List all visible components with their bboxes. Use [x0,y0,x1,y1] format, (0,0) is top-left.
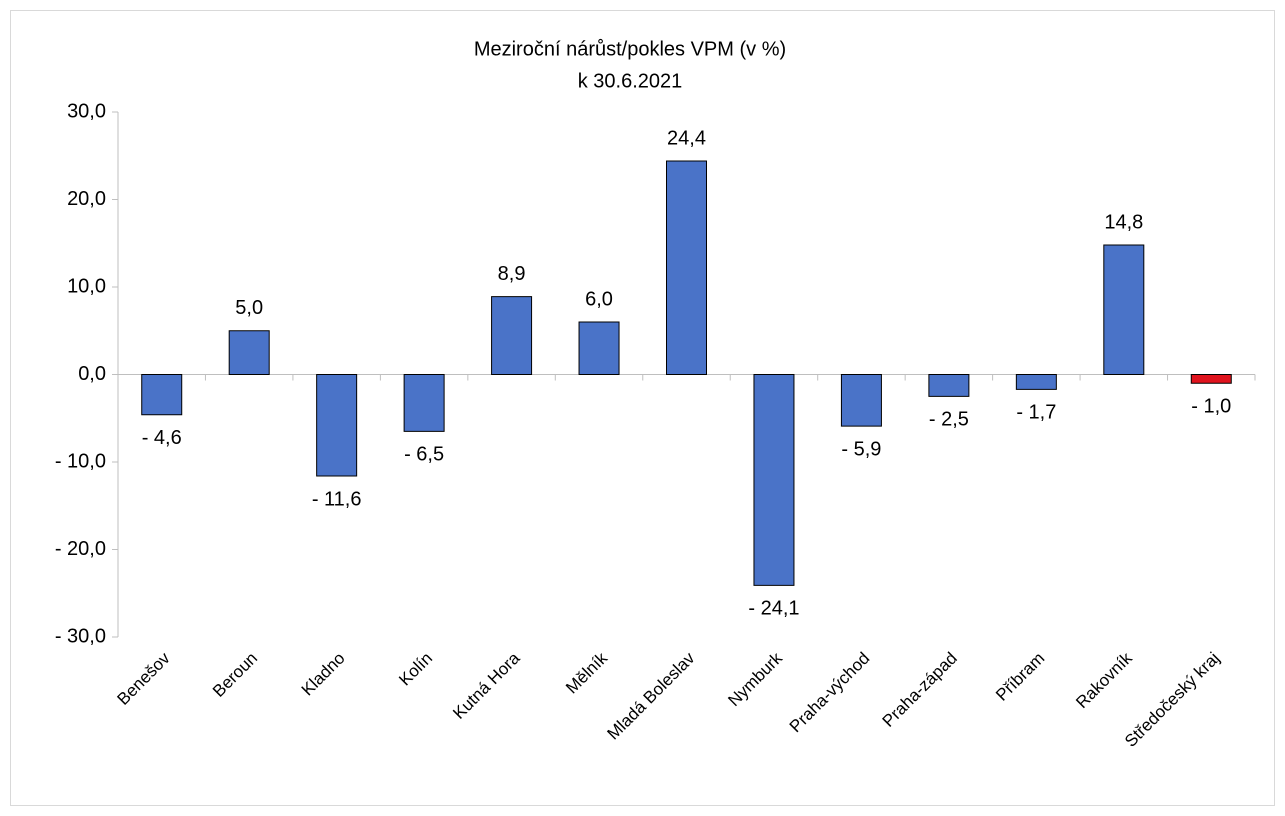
bar [141,374,183,416]
y-tick-label: - 30,0 [55,625,106,647]
value-label: - 2,5 [929,409,969,431]
bar [928,374,970,397]
y-tick-label: 10,0 [67,275,106,297]
value-label: - 5,9 [841,438,881,460]
bar [753,374,795,586]
value-label: 6,0 [585,288,613,310]
value-label: 24,4 [667,127,706,149]
value-label: - 1,7 [1016,402,1056,424]
bar [1103,244,1145,375]
value-label: 8,9 [498,263,526,285]
value-label: 14,8 [1104,211,1143,233]
x-tick-label: Benešov [114,648,175,709]
bar [666,160,707,375]
value-label: - 11,6 [312,488,362,510]
x-tick-label: Mělník [562,648,611,697]
chart-title: Meziroční nárůst/pokles VPM (v %) [474,38,786,60]
x-tick-label: Příbram [992,649,1048,705]
x-tick-label: Praha-východ [786,649,874,737]
y-tick-label: 0,0 [78,363,106,385]
bar [491,296,533,375]
x-tick-label: Mladá Boleslav [604,648,699,743]
bar [1190,374,1232,384]
x-tick-label: Kutná Hora [449,648,524,723]
bar [403,374,445,432]
value-label: - 24,1 [748,598,799,620]
x-tick-label: Rakovník [1072,648,1136,712]
x-tick-label: Kladno [298,649,349,700]
y-tick-label: 30,0 [67,100,106,122]
chart-subtitle: k 30.6.2021 [578,70,683,92]
x-tick-label: Praha-západ [879,649,961,731]
chart-border [10,10,1275,806]
x-tick-label: Nymburk [724,648,786,710]
x-tick-label: Beroun [209,649,261,701]
y-tick-label: - 20,0 [55,538,106,560]
x-tick-label: Kolín [395,649,436,690]
bar [578,321,620,375]
x-tick-label: Středočeský kraj [1121,649,1223,751]
bar [840,374,882,427]
y-tick-label: 20,0 [67,188,106,210]
value-label: - 4,6 [142,427,182,449]
bar [1015,374,1057,390]
value-label: - 1,0 [1191,396,1231,418]
bar [316,374,358,477]
bar [228,330,270,375]
value-label: 5,0 [235,297,263,319]
y-tick-label: - 10,0 [55,450,106,472]
value-label: - 6,5 [404,444,444,466]
